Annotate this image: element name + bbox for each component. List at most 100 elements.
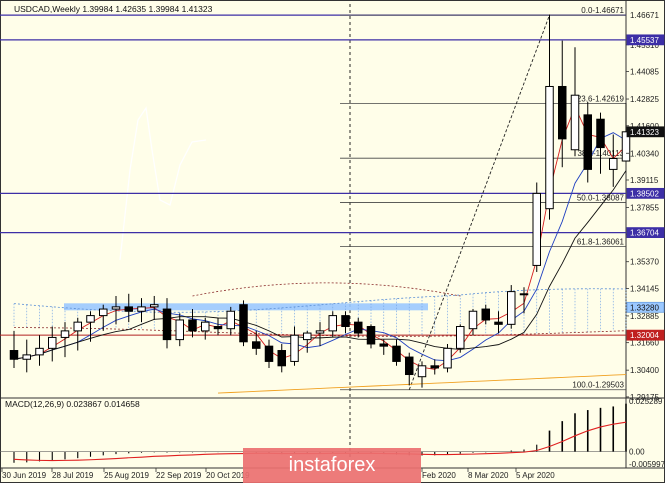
candle bbox=[507, 285, 516, 329]
price-tag: 1.38502 bbox=[630, 189, 659, 198]
candle bbox=[239, 300, 248, 347]
price-tag: 1.46671 bbox=[630, 11, 659, 20]
candle bbox=[22, 339, 31, 373]
ghost-line bbox=[119, 106, 207, 261]
fib-trendline bbox=[408, 14, 550, 390]
price-tag-box bbox=[626, 126, 665, 138]
candle bbox=[417, 361, 427, 388]
candle bbox=[328, 311, 337, 338]
envelope-upper bbox=[192, 282, 461, 297]
price-tag-box bbox=[626, 301, 665, 313]
time-tick-label: 8 Mar 2020 bbox=[468, 471, 509, 480]
candle bbox=[124, 293, 133, 323]
macd-axis-label: 0.00 bbox=[629, 448, 645, 457]
time-tick-label: 25 Aug 2019 bbox=[104, 471, 149, 480]
price-tag: 1.36704 bbox=[630, 229, 659, 238]
candle bbox=[201, 317, 210, 340]
candle bbox=[213, 317, 223, 336]
candle bbox=[86, 311, 95, 342]
price-tick-label: 1.34145 bbox=[630, 284, 659, 293]
candle bbox=[609, 134, 618, 187]
grid bbox=[119, 4, 351, 466]
price-axis: 1.45310 1.44085 1.42825 1.41600 1.40340 1.391… bbox=[626, 11, 665, 402]
candle bbox=[111, 295, 121, 325]
price-tick-label: 1.30400 bbox=[630, 366, 659, 375]
fib-label: 61.8-1.36061 bbox=[577, 238, 625, 247]
candle bbox=[99, 304, 108, 331]
price-tick-label: 1.37855 bbox=[630, 203, 659, 212]
candle bbox=[315, 322, 325, 347]
time-tick-label: 5 Apr 2020 bbox=[516, 471, 555, 480]
price-tick-label: 1.45310 bbox=[630, 41, 659, 50]
price-tag-box bbox=[626, 187, 665, 199]
price-tag-box bbox=[626, 227, 665, 238]
price-tag: 1.32004 bbox=[630, 331, 659, 340]
candle bbox=[175, 313, 184, 347]
candle bbox=[252, 330, 261, 355]
candle bbox=[60, 322, 70, 358]
candle bbox=[430, 359, 439, 375]
candle bbox=[596, 112, 605, 174]
candle bbox=[366, 324, 376, 349]
candle bbox=[519, 287, 529, 314]
time-axis: 30 Jun 2019 28 Jul 2019 25 Aug 2019 22 Sep … bbox=[1, 468, 555, 480]
candle bbox=[277, 343, 286, 373]
price-tick-label: 1.29175 bbox=[630, 393, 659, 402]
candle bbox=[443, 343, 452, 373]
price-tick-label: 1.44085 bbox=[630, 68, 659, 77]
price-tick-label: 1.31660 bbox=[630, 339, 659, 348]
symbol-info: USDCAD,Weekly 1.39984 1.42635 1.39984 1.… bbox=[14, 4, 213, 14]
watermark-logo: instaforex bbox=[243, 448, 421, 483]
price-tick-label: 1.32885 bbox=[630, 312, 659, 321]
fib-label: 23.6-1.42619 bbox=[577, 95, 625, 104]
candle bbox=[73, 317, 82, 351]
candle bbox=[150, 295, 159, 320]
macd-title: MACD(12,26,9) 0.023867 0.014658 bbox=[5, 399, 140, 409]
time-tick-label: 22 Sep 2019 bbox=[156, 471, 202, 480]
price-tick-label: 1.41600 bbox=[630, 122, 659, 131]
candle bbox=[379, 339, 388, 355]
macd-axis-label: -0.005997 bbox=[629, 460, 665, 469]
candle bbox=[354, 317, 363, 338]
candle bbox=[532, 182, 541, 272]
candle bbox=[48, 326, 57, 362]
price-tag: 1.33280 bbox=[630, 303, 659, 312]
candle bbox=[264, 339, 274, 368]
time-tick-label: 28 Jul 2019 bbox=[52, 471, 94, 480]
candles bbox=[9, 14, 631, 388]
time-tick-label: 30 Jun 2019 bbox=[2, 471, 47, 480]
candle bbox=[468, 309, 478, 336]
price-tag: 1.41323 bbox=[630, 128, 659, 137]
candle bbox=[290, 326, 299, 366]
candle bbox=[162, 298, 172, 349]
candle bbox=[558, 40, 567, 168]
candle bbox=[621, 103, 631, 162]
candle bbox=[341, 311, 350, 334]
candle bbox=[303, 330, 312, 353]
candle bbox=[570, 47, 580, 157]
candle bbox=[405, 352, 414, 386]
candle bbox=[456, 324, 465, 353]
price-tick-label: 1.35370 bbox=[630, 258, 659, 267]
candle bbox=[188, 309, 197, 338]
fib-label: 100.0-1.29503 bbox=[572, 381, 624, 390]
candle bbox=[392, 339, 401, 366]
candle bbox=[545, 14, 554, 220]
fib-label: 50.0-1.38087 bbox=[577, 193, 625, 202]
candle bbox=[226, 306, 235, 336]
price-tick-label: 1.39115 bbox=[630, 176, 659, 185]
price-tag: 1.45537 bbox=[630, 36, 659, 45]
time-tick-label: Feb 2020 bbox=[422, 471, 456, 480]
candle bbox=[137, 298, 146, 323]
price-tick-label: 1.40340 bbox=[630, 149, 659, 158]
price-tag-box bbox=[626, 329, 665, 341]
candle bbox=[35, 335, 44, 366]
time-tick-label: 20 Oct 2019 bbox=[206, 471, 250, 480]
macd-axis-label: 0.025289 bbox=[629, 397, 663, 406]
candle bbox=[494, 311, 503, 334]
candle bbox=[481, 304, 490, 325]
price-tag-box bbox=[626, 34, 665, 46]
candle bbox=[583, 101, 592, 183]
